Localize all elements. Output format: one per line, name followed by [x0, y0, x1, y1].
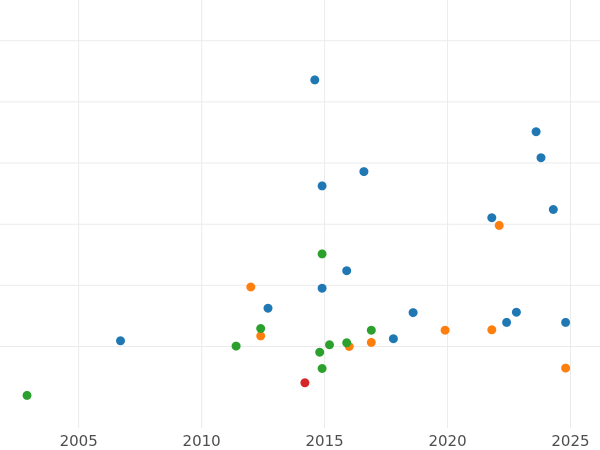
data-point-s2-3: [315, 347, 325, 357]
x-tick-label: 2005: [60, 432, 98, 450]
data-point-s1-0: [246, 282, 256, 292]
data-point-s1-4: [440, 325, 450, 335]
data-point-s0-15: [561, 317, 571, 327]
data-point-s1-3: [366, 337, 376, 347]
data-point-s0-7: [388, 334, 398, 344]
x-tick-label: 2020: [428, 432, 466, 450]
data-point-s0-4: [317, 283, 327, 293]
x-axis-tick-labels: 2005 2010 2015 2020 2025: [60, 432, 590, 450]
data-point-s1-1: [256, 331, 266, 341]
data-point-s0-10: [502, 317, 512, 327]
data-point-s0-14: [548, 205, 558, 214]
data-point-s0-8: [408, 308, 418, 318]
data-point-s0-11: [511, 307, 521, 317]
data-point-s0-13: [536, 153, 546, 163]
x-tick-label: 2010: [183, 432, 221, 450]
data-point-s0-9: [487, 213, 497, 223]
data-point-s2-2: [256, 324, 266, 333]
data-point-s0-6: [359, 167, 369, 177]
data-point-s2-1: [231, 341, 241, 351]
grid-lines: [0, 0, 600, 428]
data-point-s2-4: [317, 249, 327, 259]
data-point-s1-6: [494, 220, 504, 230]
data-point-s2-6: [325, 340, 334, 350]
data-point-s0-12: [531, 127, 541, 137]
x-tick-label: 2015: [305, 432, 343, 450]
data-point-s1-7: [561, 363, 571, 373]
data-point-s3-0: [300, 378, 310, 388]
data-point-s0-3: [317, 181, 327, 191]
data-point-s0-0: [116, 336, 125, 346]
data-point-s2-5: [317, 364, 327, 373]
data-points: [22, 75, 571, 400]
data-point-s0-5: [342, 266, 352, 276]
data-point-s0-1: [263, 303, 273, 313]
data-point-s2-7: [342, 338, 352, 348]
data-point-s1-5: [487, 325, 497, 335]
data-point-s0-2: [310, 75, 320, 85]
data-point-s2-0: [22, 390, 32, 400]
x-tick-label: 2025: [551, 432, 589, 450]
data-point-s2-8: [366, 325, 376, 335]
